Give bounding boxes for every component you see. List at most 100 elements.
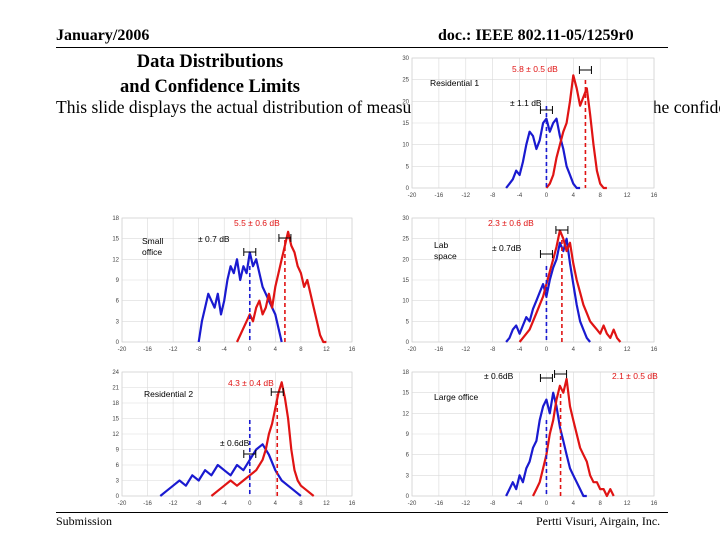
annotation-blue-confidence: ± 0.7 dB [198, 234, 230, 244]
x-tick-label: 8 [299, 501, 303, 507]
y-tick-label: 25 [402, 78, 409, 84]
x-tick-label: -20 [408, 193, 417, 199]
y-tick-label: 12 [112, 257, 119, 263]
y-tick-label: 24 [112, 370, 119, 376]
series-line-red [210, 381, 315, 497]
confidence-bar-red [278, 234, 292, 242]
y-tick-label: 0 [406, 186, 410, 192]
footer-submission: Submission [56, 514, 113, 528]
annotation-blue-confidence: ± 0.7dB [492, 243, 522, 253]
y-tick-label: 15 [112, 417, 119, 423]
x-tick-label: -16 [143, 347, 152, 353]
y-tick-label: 25 [402, 237, 409, 243]
x-tick-label: -8 [490, 501, 496, 507]
y-tick-label: 18 [402, 370, 409, 376]
slide-title-line-1: Data Distributions [136, 52, 284, 72]
confidence-bar-red [555, 226, 569, 234]
x-tick-label: -4 [222, 501, 228, 507]
y-tick-label: 3 [116, 479, 120, 485]
x-tick-label: -4 [517, 347, 523, 353]
x-tick-label: 8 [299, 347, 303, 353]
environment-label: Lab space [434, 240, 457, 261]
x-tick-label: 4 [572, 347, 576, 353]
x-tick-label: -16 [435, 193, 444, 199]
header-rule [56, 47, 668, 48]
x-tick-label: -12 [461, 193, 470, 199]
x-tick-label: 16 [651, 193, 658, 199]
header-doc-id: doc.: IEEE 802.11-05/1259r0 [438, 27, 634, 44]
y-tick-label: 12 [112, 432, 119, 438]
series-line-red [518, 229, 622, 343]
x-tick-label: -8 [196, 347, 202, 353]
x-tick-label: -4 [517, 193, 523, 199]
x-tick-label: 12 [624, 347, 631, 353]
x-tick-label: -8 [490, 347, 496, 353]
x-tick-label: 4 [274, 347, 278, 353]
y-tick-label: 15 [402, 391, 409, 397]
environment-label: Residential 1 [430, 78, 479, 88]
y-tick-label: 30 [402, 56, 409, 62]
y-tick-label: 21 [112, 386, 119, 392]
y-tick-label: 3 [406, 473, 410, 479]
y-tick-label: 10 [402, 299, 409, 305]
y-tick-label: 18 [112, 401, 119, 407]
y-tick-label: 9 [406, 432, 410, 438]
footer-author: Pertti Visuri, Airgain, Inc. [536, 514, 661, 528]
x-tick-label: -16 [435, 347, 444, 353]
y-tick-label: 15 [112, 237, 119, 243]
y-tick-label: 3 [116, 319, 120, 325]
x-tick-label: 0 [248, 347, 252, 353]
y-tick-label: 0 [406, 340, 410, 346]
series-line-blue [505, 391, 587, 498]
x-tick-label: -12 [169, 347, 178, 353]
confidence-bar-red [578, 66, 592, 74]
y-tick-label: 15 [402, 278, 409, 284]
series-line-red [545, 74, 607, 190]
x-tick-label: 8 [599, 347, 603, 353]
confidence-bar-blue [539, 250, 553, 258]
plot-lab-space: -20 -16 -12 -8 -4 0 4 8 12 16 0 5 10 15 20 25 30 Lab space… [402, 216, 658, 353]
y-tick-label: 6 [116, 299, 120, 305]
annotation-red-mean: 5.8 ± 0.5 dB [512, 64, 558, 74]
x-tick-label: 4 [572, 193, 576, 199]
environment-label: Large office [434, 392, 479, 402]
x-tick-label: -4 [222, 347, 228, 353]
plot-residential-2: -20 -16 -12 -8 -4 0 4 8 12 16 0 3 6 9 12 15 18 21 24 Reside… [112, 370, 356, 507]
y-tick-label: 9 [116, 278, 120, 284]
y-tick-label: 20 [402, 257, 409, 263]
slide-title: Data Distributions and Confidence Limits [100, 50, 320, 100]
x-tick-label: 4 [572, 501, 576, 507]
y-tick-label: 15 [402, 121, 409, 127]
confidence-bar-red [270, 388, 284, 396]
annotation-red-mean: 2.3 ± 0.6 dB [488, 218, 534, 228]
y-tick-label: 5 [406, 319, 410, 325]
y-tick-label: 30 [402, 216, 409, 222]
series-line-blue [505, 237, 591, 343]
y-tick-label: 5 [406, 164, 410, 170]
x-tick-label: -16 [435, 501, 444, 507]
y-tick-label: 12 [402, 411, 409, 417]
y-tick-label: 18 [112, 216, 119, 222]
confidence-bar-red [554, 370, 568, 378]
header-date: January/2006 [56, 27, 150, 44]
plot-small-office: -20 -16 -12 -8 -4 0 4 8 12 16 0 3 6 9 12 15 18 Small offic… [112, 216, 356, 353]
y-tick-label: 20 [402, 99, 409, 105]
series-line-red [532, 377, 615, 498]
annotation-red-mean: 2.1 ± 0.5 dB [612, 371, 658, 381]
y-tick-label: 9 [116, 448, 120, 454]
x-tick-label: -4 [517, 501, 523, 507]
annotation-blue-confidence: ± 0.6dB [220, 438, 250, 448]
plot-residential-1: -20 -16 -12 -8 -4 0 4 8 12 16 0 5 10 15 20 25 30 Resident… [402, 56, 658, 199]
confidence-bar-blue [539, 106, 553, 114]
x-tick-label: 16 [651, 501, 658, 507]
x-tick-label: 8 [599, 501, 603, 507]
y-tick-label: 6 [116, 463, 120, 469]
x-tick-label: -8 [490, 193, 496, 199]
x-tick-label: 12 [323, 501, 330, 507]
x-tick-label: -12 [169, 501, 178, 507]
slide-title-line-2: and Confidence Limits [120, 77, 300, 97]
x-tick-label: -12 [461, 501, 470, 507]
environment-label: Small office [142, 236, 163, 257]
annotation-red-mean: 4.3 ± 0.4 dB [228, 378, 274, 388]
